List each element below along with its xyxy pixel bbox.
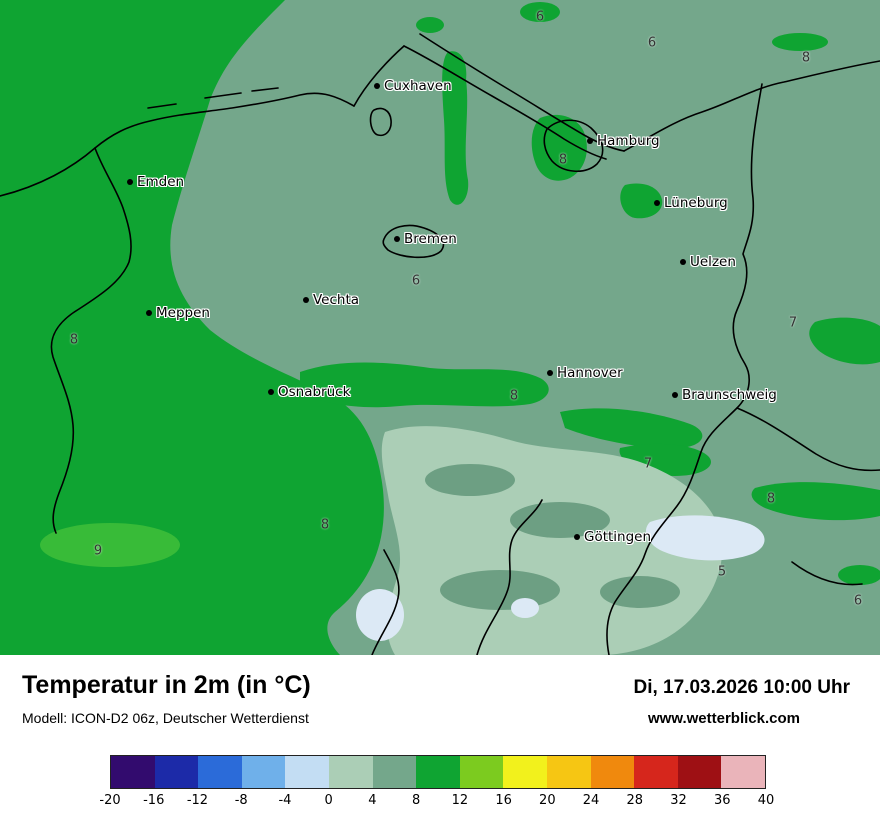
colorbar-tick-label: 8 xyxy=(411,793,421,808)
colorbar-segment xyxy=(503,756,547,788)
colorbar-tick-label: -16 xyxy=(143,793,165,808)
map-light-green-patch xyxy=(40,523,180,567)
colorbar-tick-label: 28 xyxy=(626,793,644,808)
colorbar-segment xyxy=(328,756,373,788)
colorbar-segment xyxy=(198,756,242,788)
colorbar-tick-label: 0 xyxy=(324,793,333,808)
colorbar-segment xyxy=(416,756,460,788)
map-border-lines xyxy=(0,33,880,655)
colorbar-segment xyxy=(241,756,286,788)
colorbar-segment xyxy=(677,756,722,788)
colorbar-tick-label: -12 xyxy=(186,793,209,808)
colorbar-tick-label: 16 xyxy=(495,793,512,808)
map-svg xyxy=(0,0,880,655)
website-url: www.wetterblick.com xyxy=(648,710,800,727)
colorbar-tick-label: -20 xyxy=(99,793,121,808)
colorbar-segment xyxy=(111,756,155,788)
colorbar-segment xyxy=(590,756,635,788)
page-title: Temperatur in 2m (in °C) xyxy=(22,671,311,699)
colorbar-tick-label: 24 xyxy=(582,793,600,808)
colorbar-tick-label: 4 xyxy=(368,793,377,808)
model-info: Modell: ICON-D2 06z, Deutscher Wetterdie… xyxy=(22,710,309,726)
colorbar-tick-label: 20 xyxy=(539,793,556,808)
map-cold-pale-regions xyxy=(356,426,765,655)
colorbar-segments xyxy=(110,755,766,789)
colorbar-segment xyxy=(721,756,765,788)
colorbar-tick-label: 40 xyxy=(757,793,775,808)
colorbar-segment xyxy=(546,756,591,788)
colorbar-tick-label: 36 xyxy=(713,793,731,808)
colorbar-segment xyxy=(372,756,417,788)
map-warm-green-regions xyxy=(0,0,880,655)
colorbar-segment xyxy=(634,756,678,788)
colorbar-segment xyxy=(154,756,199,788)
colorbar-tick-label: 12 xyxy=(451,793,469,808)
map-container: Cuxhaven Hamburg Emden Lüneburg Bremen Uelzen… xyxy=(0,0,880,655)
colorbar-segment xyxy=(285,756,329,788)
colorbar-segment xyxy=(459,756,504,788)
colorbar-tick-label: -8 xyxy=(234,793,248,808)
colorbar-tick-label: 32 xyxy=(670,793,687,808)
forecast-datetime: Di, 17.03.2026 10:00 Uhr xyxy=(633,677,850,698)
colorbar-ticks: -20 -16 -12 -8 -4 0 4 8 12 16 20 24 28 32 36 40 xyxy=(99,793,774,813)
colorbar-tick-label: -4 xyxy=(278,793,292,808)
